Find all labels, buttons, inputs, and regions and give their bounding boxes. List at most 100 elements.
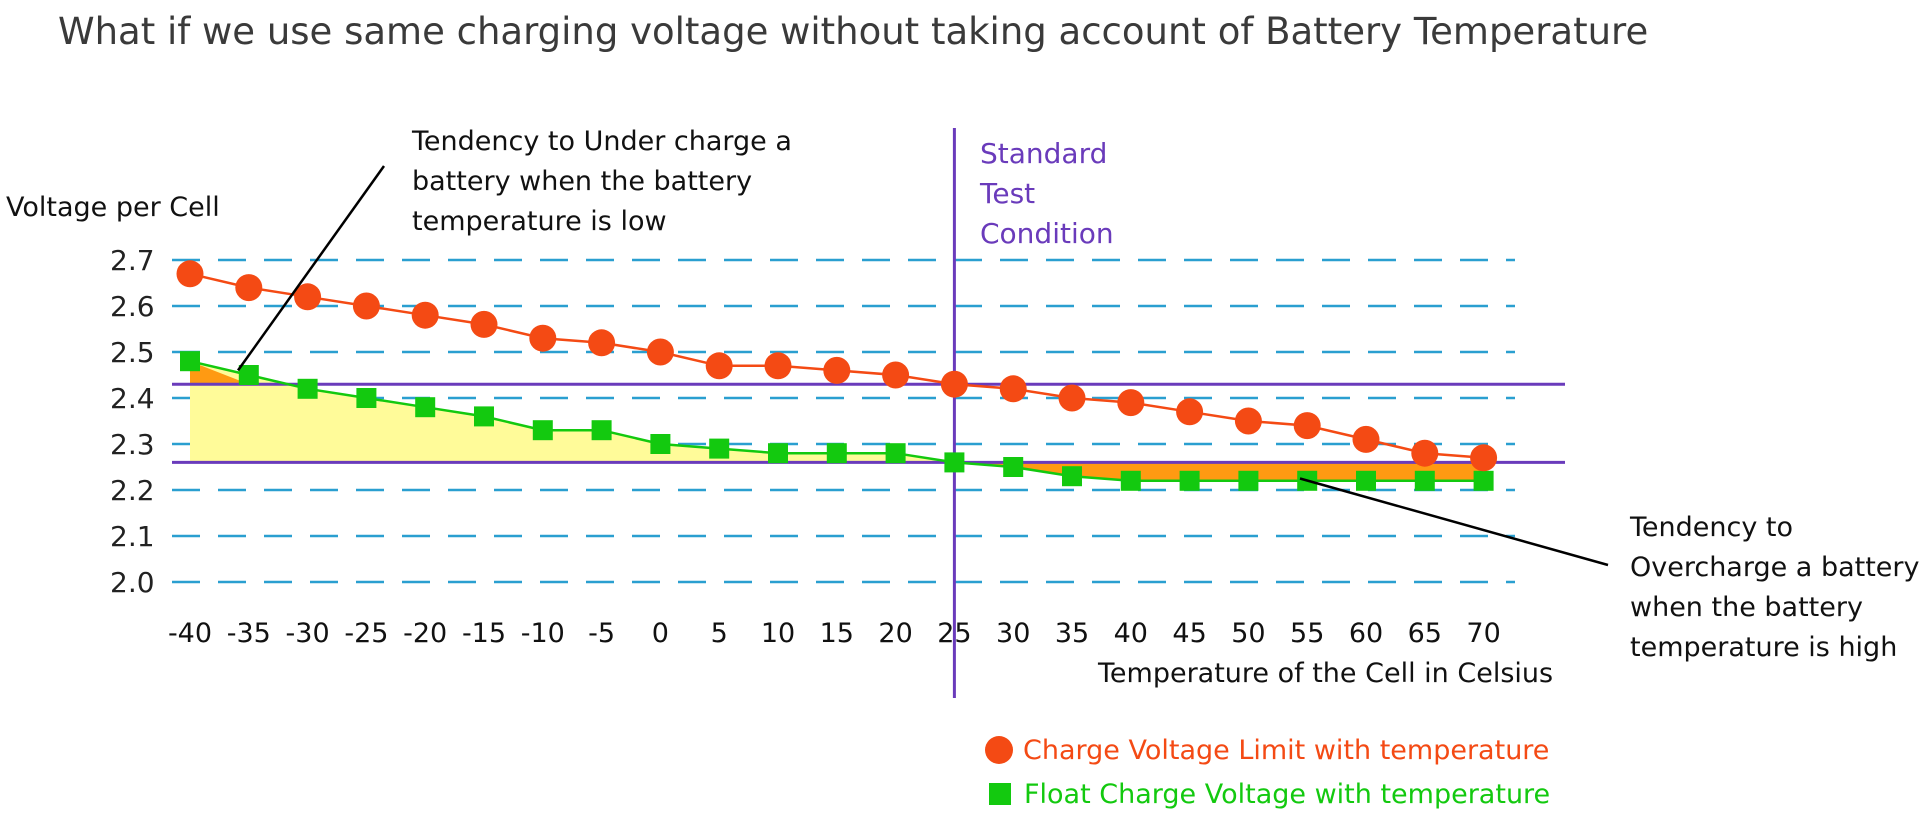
reference-lines	[172, 128, 1565, 698]
charge-voltage-point	[294, 283, 322, 311]
charge-voltage-point	[882, 361, 910, 389]
float-voltage-point	[591, 420, 612, 441]
float-voltage-point	[1120, 470, 1141, 491]
float-voltage-point	[1356, 470, 1376, 491]
float-voltage-point	[1473, 470, 1494, 491]
charge-voltage-point	[705, 352, 733, 380]
charge-voltage-point	[1117, 389, 1145, 417]
legend-label-charge: Charge Voltage Limit with temperature	[1023, 734, 1550, 766]
legend-item-charge: Charge Voltage Limit with temperature	[985, 728, 1550, 772]
square-marker-icon	[989, 783, 1011, 805]
charge-voltage-point	[1352, 425, 1380, 453]
under-charge-annotation: Tendency to Under charge a battery when …	[412, 122, 792, 242]
charge-voltage-point	[176, 260, 204, 288]
x-tick-label: 65	[1408, 618, 1442, 649]
charge-voltage-point	[470, 310, 498, 338]
charge-voltage-point	[1176, 398, 1204, 426]
charge-voltage-point	[352, 292, 380, 320]
x-tick-label: 55	[1290, 618, 1324, 649]
x-tick-label: 30	[996, 618, 1030, 649]
circle-marker-icon	[985, 736, 1013, 764]
charge-voltage-point	[1293, 412, 1321, 440]
x-tick-label: -5	[588, 618, 615, 649]
x-tick-label: 0	[652, 618, 669, 649]
float-voltage-point	[532, 420, 553, 441]
float-voltage-point	[415, 397, 436, 418]
chart-title: What if we use same charging voltage wit…	[58, 10, 1649, 53]
x-tick-label: -40	[168, 618, 212, 649]
charge-voltage-point	[529, 324, 557, 352]
standard-test-condition-label: Standard Test Condition	[980, 134, 1114, 254]
x-tick-label: -30	[286, 618, 330, 649]
charge-voltage-point	[823, 356, 851, 384]
series-markers	[176, 260, 1498, 491]
float-voltage-point	[709, 438, 730, 459]
over-charge-region	[954, 462, 1484, 481]
over-charge-line-4: temperature is high	[1630, 632, 1898, 663]
charge-voltage-point	[411, 301, 439, 329]
over-charge-line-2: Overcharge a battery	[1630, 552, 1920, 583]
charge-voltage-point	[646, 338, 674, 366]
y-tick-label: 2.7	[110, 244, 155, 277]
stc-line-1: Standard	[980, 137, 1108, 170]
x-tick-label: 25	[937, 618, 971, 649]
legend-label-float: Float Charge Voltage with temperature	[1024, 778, 1551, 810]
annotation-pointers	[236, 165, 1609, 567]
charge-voltage-point	[588, 329, 616, 357]
x-tick-label: -35	[227, 618, 271, 649]
y-tick-label: 2.6	[110, 290, 155, 323]
float-voltage-point	[885, 443, 906, 464]
x-tick-label: 10	[761, 618, 795, 649]
float-voltage-point	[238, 365, 259, 385]
float-voltage-point	[474, 406, 494, 427]
float-voltage-point	[944, 452, 965, 473]
stc-line-2: Test	[980, 177, 1036, 210]
float-voltage-point	[826, 443, 847, 464]
under-charge-pointer	[236, 165, 386, 372]
y-tick-label: 2.2	[110, 474, 155, 507]
y-tick-label: 2.1	[110, 520, 155, 553]
charge-voltage-point	[1058, 384, 1086, 412]
charge-voltage-point	[999, 375, 1027, 403]
under-charge-line-1: Tendency to Under charge a	[412, 126, 792, 157]
x-tick-label: -15	[462, 618, 506, 649]
y-tick-label: 2.4	[110, 382, 155, 415]
float-voltage-point	[768, 443, 788, 464]
charge-voltage-point	[940, 370, 968, 398]
gridlines	[172, 258, 1515, 584]
float-voltage-point	[356, 388, 377, 408]
y-tick-label: 2.3	[110, 428, 155, 461]
charge-voltage-point	[1411, 439, 1439, 467]
y-axis-label: Voltage per Cell	[6, 192, 220, 223]
over-charge-pointer	[1299, 477, 1609, 567]
float-voltage-point	[1238, 470, 1259, 491]
charge-voltage-point	[1470, 444, 1498, 472]
y-tick-label: 2.5	[110, 336, 155, 369]
charge-voltage-point	[1234, 407, 1262, 435]
x-tick-label: 45	[1172, 618, 1206, 649]
x-tick-label: -20	[403, 618, 447, 649]
float-voltage-point	[180, 351, 200, 372]
under-charge-line-2: battery when the battery	[412, 166, 753, 197]
float-voltage-point	[1179, 470, 1200, 491]
x-tick-label: 20	[878, 618, 912, 649]
float-voltage-point	[650, 434, 671, 454]
x-tick-label: 70	[1466, 618, 1500, 649]
x-tick-label: 60	[1349, 618, 1383, 649]
float-voltage-point	[1414, 470, 1435, 491]
over-charge-annotation: Tendency to Overcharge a battery when th…	[1630, 508, 1920, 668]
under-charge-line-3: temperature is low	[412, 206, 667, 237]
x-tick-label: 50	[1231, 618, 1265, 649]
over-charge-line-3: when the battery	[1630, 592, 1863, 623]
tick-labels: 2.72.62.52.42.32.22.12.0-40 -35 -30 -25 -20-…	[110, 244, 1501, 649]
float-voltage-point	[1062, 466, 1082, 487]
float-voltage-point	[297, 378, 318, 399]
y-tick-label: 2.0	[110, 566, 155, 599]
charge-voltage-point	[764, 352, 792, 380]
legend-item-float: Float Charge Voltage with temperature	[985, 772, 1550, 816]
x-tick-label: -10	[521, 618, 565, 649]
float-voltage-point	[1003, 457, 1024, 477]
x-tick-label: 5	[711, 618, 728, 649]
x-axis-label: Temperature of the Cell in Celsius	[1098, 658, 1554, 689]
